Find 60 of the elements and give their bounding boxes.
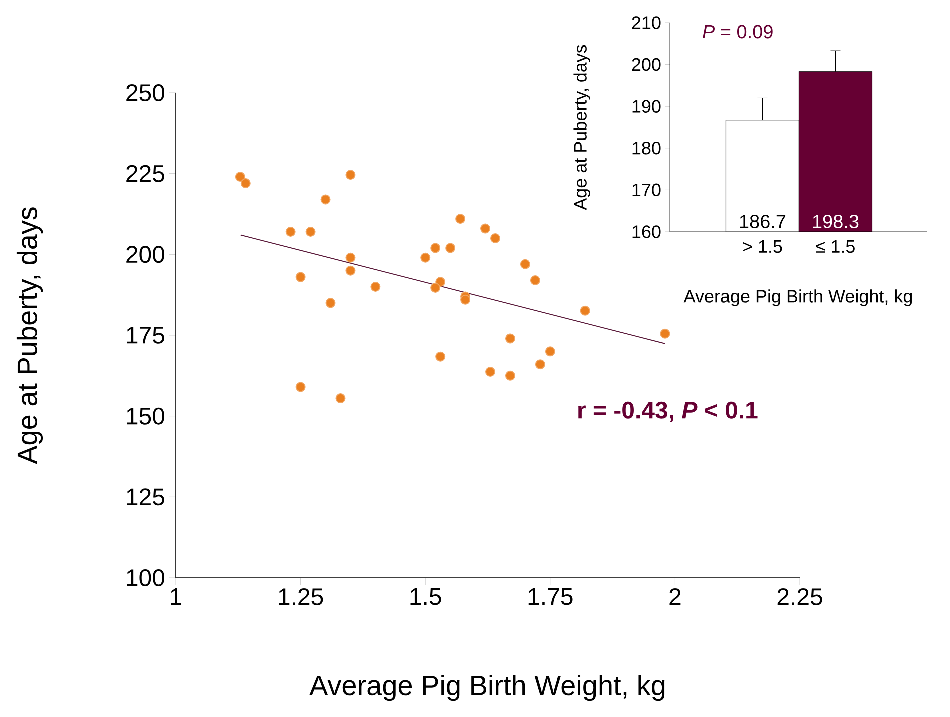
- point: [336, 394, 346, 404]
- point: [370, 282, 381, 292]
- point: [296, 382, 306, 392]
- x-tick-label: 2: [670, 588, 681, 606]
- y-axis-title: Age at Puberty, days: [574, 45, 590, 210]
- point: [286, 227, 296, 238]
- point: [430, 282, 441, 293]
- x-axis-title: Average Pig Birth Weight, kg: [684, 290, 912, 306]
- point: [505, 334, 516, 344]
- x-tick-label: 1.25: [279, 588, 324, 606]
- x-tick-label: 1.5: [410, 588, 442, 606]
- point: [456, 214, 466, 224]
- data-label: 186.7: [740, 215, 786, 228]
- point: [346, 252, 356, 263]
- x-tick-label: ≤ 1.5: [816, 240, 855, 254]
- point: [535, 360, 546, 370]
- y-tick-label: 200: [632, 58, 661, 72]
- annotation: P = 0.09: [703, 25, 773, 39]
- point: [480, 224, 491, 234]
- y-tick-label: 170: [632, 184, 661, 197]
- point: [545, 346, 556, 357]
- y-tick-label: 150: [127, 408, 165, 425]
- y-tick-label: 200: [126, 246, 165, 264]
- annotation: r = -0.43, P < 0.1: [578, 402, 758, 422]
- x-tick-label: 1.75: [528, 588, 573, 606]
- y-tick-label: 180: [632, 142, 661, 155]
- data-label: 198.3: [813, 215, 859, 228]
- y-tick-label: 190: [632, 100, 661, 113]
- y-tick-label: 210: [632, 16, 661, 30]
- point: [346, 266, 356, 276]
- point: [320, 194, 331, 205]
- point: [420, 252, 431, 263]
- point: [446, 243, 456, 254]
- y-tick-label: 125: [127, 488, 164, 506]
- y-tick-label: 250: [126, 84, 165, 102]
- x-axis-title: Average Pig Birth Weight, kg: [310, 675, 665, 702]
- y-axis-title: Age at Puberty, days: [16, 208, 44, 464]
- x-tick-label: 2.25: [778, 588, 822, 606]
- point: [490, 233, 500, 244]
- point: [326, 298, 336, 308]
- point: [430, 243, 441, 254]
- point: [660, 328, 670, 339]
- point: [296, 272, 306, 282]
- y-tick-label: 175: [127, 327, 164, 344]
- point: [460, 294, 471, 305]
- point: [486, 367, 496, 378]
- point: [240, 178, 251, 189]
- point: [235, 172, 246, 182]
- point: [346, 170, 356, 180]
- point: [436, 352, 446, 362]
- point: [306, 227, 316, 238]
- point: [530, 276, 540, 286]
- y-tick-label: 225: [126, 165, 164, 182]
- point: [580, 306, 590, 316]
- x-tick-label: 1: [171, 588, 182, 606]
- y-tick-label: 160: [632, 226, 661, 238]
- y-tick-label: 100: [127, 570, 165, 586]
- point: [505, 370, 516, 381]
- x-tick-label: > 1.5: [743, 240, 782, 254]
- point: [520, 259, 530, 270]
